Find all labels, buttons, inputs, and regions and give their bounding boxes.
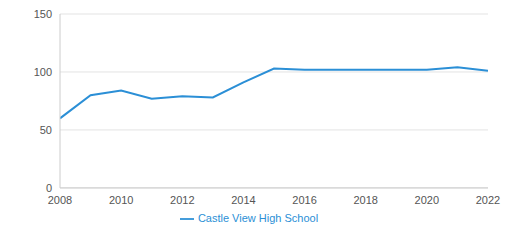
svg-text:2016: 2016 — [292, 194, 316, 206]
svg-text:2010: 2010 — [109, 194, 133, 206]
svg-text:2014: 2014 — [231, 194, 255, 206]
html-text:Castle View High School: Castle View High School — [197, 211, 319, 224]
svg-text:2018: 2018 — [353, 194, 377, 206]
svg-text:2022: 2022 — [476, 194, 500, 206]
svg-text:100: 100 — [34, 66, 52, 78]
svg-text:150: 150 — [34, 8, 52, 20]
svg-text:50: 50 — [40, 124, 52, 136]
svg-text:2020: 2020 — [415, 194, 439, 206]
svg-text:0: 0 — [46, 182, 52, 194]
svg-text:2008: 2008 — [48, 194, 72, 206]
svg-text:2012: 2012 — [170, 194, 194, 206]
